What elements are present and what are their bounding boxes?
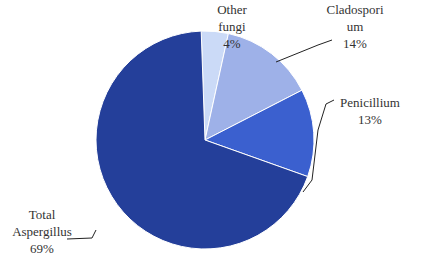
svg-text:TotalAspergillus69%: TotalAspergillus69% <box>12 207 72 256</box>
svg-text:Cladosporium14%: Cladosporium14% <box>326 2 383 51</box>
svg-text:Otherfungi4%: Otherfungi4% <box>217 2 247 51</box>
svg-text:Penicillium13%: Penicillium13% <box>340 95 400 127</box>
